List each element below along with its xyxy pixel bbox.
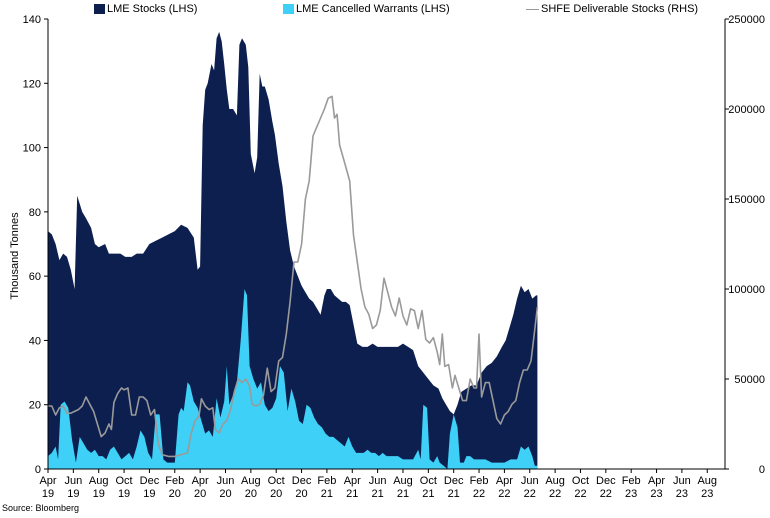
x-tick-label-year: 22 (600, 488, 612, 500)
x-tick-label-year: 20 (270, 488, 282, 500)
legend-item-lme-cancelled-warrants: LME Cancelled Warrants (LHS) (283, 3, 450, 15)
x-tick-label-month: Aug (89, 475, 109, 487)
x-tick-label-year: 21 (321, 488, 333, 500)
x-tick-label-month: Apr (192, 475, 209, 487)
x-tick-label-year: 23 (676, 488, 688, 500)
x-tick-label-year: 21 (422, 488, 434, 500)
y-right-tick-label: 50000 (734, 374, 765, 386)
y-left-tick-label: 20 (29, 400, 41, 412)
x-tick-label-year: 19 (42, 488, 54, 500)
y-right-tick-label: 0 (759, 464, 765, 476)
x-tick-label-month: Aug (241, 475, 261, 487)
x-tick-label-year: 19 (93, 488, 105, 500)
area-lme-cancelled-warrants-lhs (48, 289, 538, 469)
x-tick-label-month: Jun (673, 475, 691, 487)
x-tick-label-month: Feb (470, 475, 489, 487)
line-shfe-deliverable-stocks-rhs (48, 95, 539, 458)
x-tick-label-month: Dec (140, 475, 160, 487)
x-tick-label-month: Feb (622, 475, 641, 487)
y-right-tick-label: 100000 (728, 284, 765, 296)
x-tick-label-year: 20 (194, 488, 206, 500)
x-tick-label-year: 21 (372, 488, 384, 500)
legend-swatch-lme-cancelled-warrants (283, 4, 294, 14)
area-lme-stocks-lhs (48, 31, 538, 470)
y-left-tick-label: 80 (29, 207, 41, 219)
y-right-tick-label: 150000 (728, 194, 765, 206)
legend-label-lme-cancelled-warrants: LME Cancelled Warrants (LHS) (296, 3, 450, 15)
x-tick-label-year: 22 (473, 488, 485, 500)
y-left-tick-label: 100 (23, 143, 41, 155)
legend-swatch-lme-stocks (94, 4, 105, 14)
x-tick-label-month: Aug (697, 475, 717, 487)
x-tick-label-year: 21 (397, 488, 409, 500)
x-tick-label-month: Oct (572, 475, 589, 487)
x-tick-label-month: Jun (521, 475, 539, 487)
x-tick-label-month: Apr (648, 475, 665, 487)
y-axis-left-label: Thousand Tonnes (9, 212, 21, 300)
legend-label-lme-stocks: LME Stocks (LHS) (107, 3, 198, 15)
y-left-tick-label: 60 (29, 271, 41, 283)
x-tick-label-year: 20 (295, 488, 307, 500)
x-tick-label-year: 22 (574, 488, 586, 500)
legend-item-shfe-deliverable: SHFE Deliverable Stocks (RHS) (526, 3, 698, 15)
x-tick-label-month: Feb (165, 475, 184, 487)
x-tick-label-month: Dec (444, 475, 464, 487)
x-tick-label-month: Aug (393, 475, 413, 487)
x-tick-label-year: 21 (448, 488, 460, 500)
y-right-tick-label: 200000 (728, 104, 765, 116)
x-tick-label-month: Jun (217, 475, 235, 487)
x-tick-label-month: Aug (545, 475, 565, 487)
y-left-tick-label: 0 (35, 464, 41, 476)
x-tick-label-month: Oct (268, 475, 285, 487)
line-layer (48, 95, 539, 458)
x-tick-label-year: 22 (524, 488, 536, 500)
x-tick-label-year: 20 (219, 488, 231, 500)
x-tick-label-year: 20 (245, 488, 257, 500)
x-tick-label-month: Oct (420, 475, 437, 487)
x-tick-label-month: Dec (596, 475, 616, 487)
area-layer (48, 31, 538, 470)
axis-layer: 0 20 40 60 80 100 120 140 0 50000 100000 150000 2000… (23, 14, 765, 500)
x-tick-label-month: Apr (344, 475, 361, 487)
legend-swatch-shfe-deliverable (526, 8, 539, 10)
x-tick-label-month: Apr (496, 475, 513, 487)
y-left-tick-label: 40 (29, 335, 41, 347)
x-tick-label-year: 19 (143, 488, 155, 500)
x-tick-label-year: 23 (701, 488, 713, 500)
x-tick-label-year: 19 (67, 488, 79, 500)
x-tick-label-month: Jun (64, 475, 82, 487)
x-tick-label-year: 23 (650, 488, 662, 500)
legend-item-lme-stocks: LME Stocks (LHS) (94, 3, 197, 15)
x-tick-label-month: Oct (116, 475, 133, 487)
x-tick-label-month: Apr (39, 475, 56, 487)
x-tick-label-month: Dec (292, 475, 312, 487)
x-tick-label-month: Jun (369, 475, 387, 487)
y-left-tick-label: 120 (23, 78, 41, 90)
x-tick-label-month: Feb (317, 475, 336, 487)
x-tick-label-year: 22 (498, 488, 510, 500)
legend-label-shfe-deliverable: SHFE Deliverable Stocks (RHS) (541, 3, 699, 15)
x-tick-label-year: 22 (549, 488, 561, 500)
legend: LME Stocks (LHS) LME Cancelled Warrants … (0, 3, 770, 19)
source-note: Source: Bloomberg (2, 503, 80, 513)
x-tick-label-year: 23 (625, 488, 637, 500)
y-left-tick-label: 140 (23, 14, 41, 26)
y-right-tick-label: 250000 (728, 14, 765, 26)
x-tick-label-year: 21 (346, 488, 358, 500)
x-tick-label-year: 20 (169, 488, 181, 500)
x-tick-label-year: 19 (118, 488, 130, 500)
